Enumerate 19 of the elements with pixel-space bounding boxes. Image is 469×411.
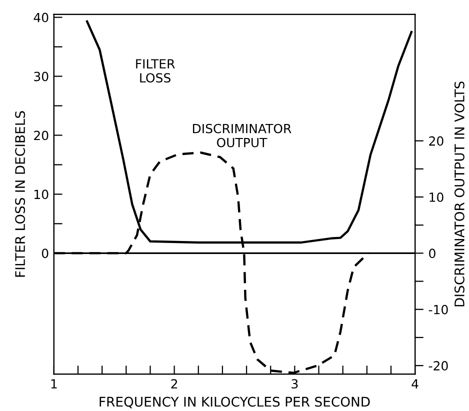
y2-tick-label: 0	[429, 248, 436, 258]
y2-tick-label: -10	[428, 304, 448, 314]
y2-tick-label: 20	[429, 136, 444, 146]
y-axis-title: FILTER LOSS IN DECIBELS	[15, 111, 26, 277]
y2-axis-title: DISCRIMINATOR OUTPUT IN VOLTS	[454, 82, 464, 306]
y-tick-label: 30	[34, 72, 48, 82]
y2-tick-label: -20	[428, 361, 448, 371]
x-axis-title: FREQUENCY IN KILOCYCLES PER SECOND	[100, 396, 370, 408]
annotation: DISCRIMINATOR OUTPUT	[192, 124, 292, 148]
x-tick-label: 2	[171, 379, 178, 388]
y2-tick-label: 10	[430, 192, 444, 202]
x-tick-label: 3	[292, 379, 298, 389]
y-tick-label: 10	[34, 190, 48, 200]
y-tick-label: 0	[42, 248, 48, 258]
y-tick-label: 20	[34, 130, 48, 140]
y-tick-label: 40	[34, 12, 48, 22]
x-tick-label: 4	[412, 379, 418, 388]
x-tick-label: 1	[51, 379, 57, 388]
annotation: FILTER LOSS	[136, 59, 175, 83]
